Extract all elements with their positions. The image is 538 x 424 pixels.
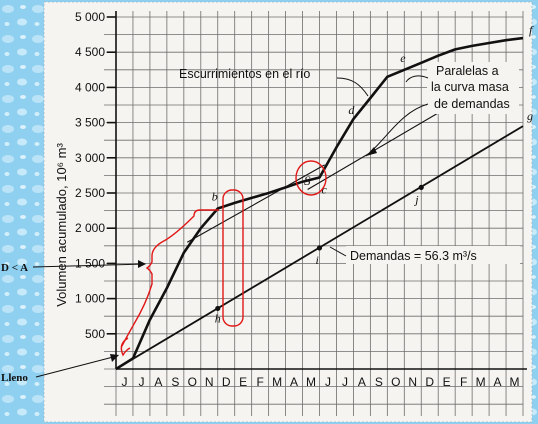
demand-leader bbox=[329, 246, 347, 257]
x-month-label: M bbox=[272, 375, 282, 389]
runoff-mass-curve bbox=[115, 36, 524, 371]
y-tick-label-bg bbox=[70, 10, 106, 24]
x-month-label: O bbox=[391, 375, 400, 389]
parallels-arrowhead bbox=[366, 147, 377, 156]
y-tick-label: 5 000 bbox=[75, 10, 105, 24]
y-tick-label: 1 500 bbox=[75, 256, 105, 270]
axes bbox=[115, 11, 527, 370]
point-label-b: b bbox=[212, 189, 218, 203]
x-month-label: E bbox=[239, 375, 247, 389]
parallels-leader-upper bbox=[405, 75, 429, 83]
y-axis-label: Volumen acumulado, 10⁶ m³ bbox=[54, 143, 69, 307]
red-box-b-h bbox=[222, 189, 244, 327]
x-month-label: J bbox=[121, 375, 127, 389]
x-month-label: J bbox=[342, 375, 348, 389]
x-month-label: S bbox=[171, 375, 179, 389]
y-tick-label-bg bbox=[70, 150, 106, 165]
y-tick-label-bg bbox=[70, 186, 106, 200]
x-month-label: M bbox=[510, 375, 520, 389]
grid bbox=[104, 11, 524, 416]
parallels-annotation-line3: de demandas bbox=[434, 97, 510, 111]
y-tick-label: 4 000 bbox=[75, 80, 105, 94]
x-month-label: D bbox=[425, 375, 434, 389]
y-tick-labels: 500 1 000 1 500 2 000 2 500 3 000 3 500 4 000 4 … bbox=[70, 10, 116, 341]
deficit-label: D < A bbox=[1, 262, 28, 274]
demand-annotation: Demandas = 56.3 m³/s bbox=[350, 249, 477, 263]
point-label-e: e bbox=[400, 51, 406, 65]
y-tick-label: 4 500 bbox=[75, 45, 105, 59]
y-tick-label: 2 000 bbox=[75, 221, 105, 235]
y-tick-label: 500 bbox=[85, 327, 105, 341]
parallel-line bbox=[307, 104, 453, 190]
x-month-label: A bbox=[358, 375, 366, 389]
x-month-label: F bbox=[256, 375, 263, 389]
x-month-label: M bbox=[306, 375, 316, 389]
point-label-i: i bbox=[316, 253, 319, 267]
point-label-h: h bbox=[215, 311, 221, 325]
point-marker-i bbox=[316, 245, 323, 251]
point-label-c: c bbox=[322, 183, 328, 197]
parallels-annotation-bg bbox=[427, 62, 519, 114]
parallels-annotation-line1: Paralelas a bbox=[436, 64, 499, 78]
x-month-label: A bbox=[290, 375, 298, 389]
parallels-annotation-line2: la curva masa bbox=[431, 80, 509, 94]
deficit-arrowhead bbox=[138, 260, 146, 268]
point-label-d: d bbox=[348, 103, 355, 117]
x-month-label: A bbox=[154, 375, 162, 389]
point-marker-h bbox=[215, 305, 221, 312]
y-tick-label-bg bbox=[70, 115, 106, 130]
runoff-leader bbox=[336, 77, 369, 97]
y-tick-label-bg bbox=[70, 45, 106, 60]
x-month-label: A bbox=[494, 375, 502, 389]
red-circle-s bbox=[295, 160, 327, 196]
x-month-label: N bbox=[205, 375, 214, 389]
x-month-label: E bbox=[443, 375, 451, 389]
full-arrowhead bbox=[110, 354, 119, 362]
x-month-label: F bbox=[460, 375, 467, 389]
x-month-label: N bbox=[408, 375, 417, 389]
deficit-leader bbox=[32, 263, 146, 268]
parallel-line bbox=[186, 164, 325, 243]
y-tick-label: 3 000 bbox=[75, 151, 105, 165]
point-labels: b c d e f g h i j bbox=[212, 23, 534, 325]
x-month-label: J bbox=[325, 375, 331, 389]
x-month-label: M bbox=[476, 375, 486, 389]
s-label: S bbox=[304, 173, 311, 188]
y-tick-label-bg bbox=[70, 291, 106, 306]
point-label-f: f bbox=[529, 23, 534, 37]
point-markers bbox=[215, 184, 424, 312]
y-tick-label-bg bbox=[70, 80, 106, 95]
y-tick-label: 1 000 bbox=[75, 292, 105, 306]
x-month-label: O bbox=[188, 375, 197, 389]
red-mark-full bbox=[120, 337, 131, 357]
red-bracket-deficit bbox=[121, 209, 219, 347]
y-tick-label: 2 500 bbox=[75, 186, 105, 200]
y-tick-label-bg bbox=[70, 256, 106, 271]
y-tick-label: 3 500 bbox=[75, 116, 105, 130]
x-month-label: D bbox=[222, 375, 231, 389]
full-leader bbox=[35, 355, 118, 378]
point-label-j: j bbox=[413, 192, 419, 206]
x-month-label: J bbox=[138, 375, 144, 389]
y-tick-label-bg bbox=[70, 326, 106, 341]
point-label-g: g bbox=[527, 109, 533, 123]
x-month-label: S bbox=[375, 375, 383, 389]
demand-annotation-bg bbox=[346, 246, 520, 264]
point-marker-j bbox=[418, 184, 424, 190]
y-tick-label-bg bbox=[70, 221, 106, 236]
full-label: Lleno bbox=[1, 372, 28, 384]
parallel-lines bbox=[186, 104, 453, 243]
runoff-annotation: Escurrimientos en el río bbox=[179, 67, 310, 81]
